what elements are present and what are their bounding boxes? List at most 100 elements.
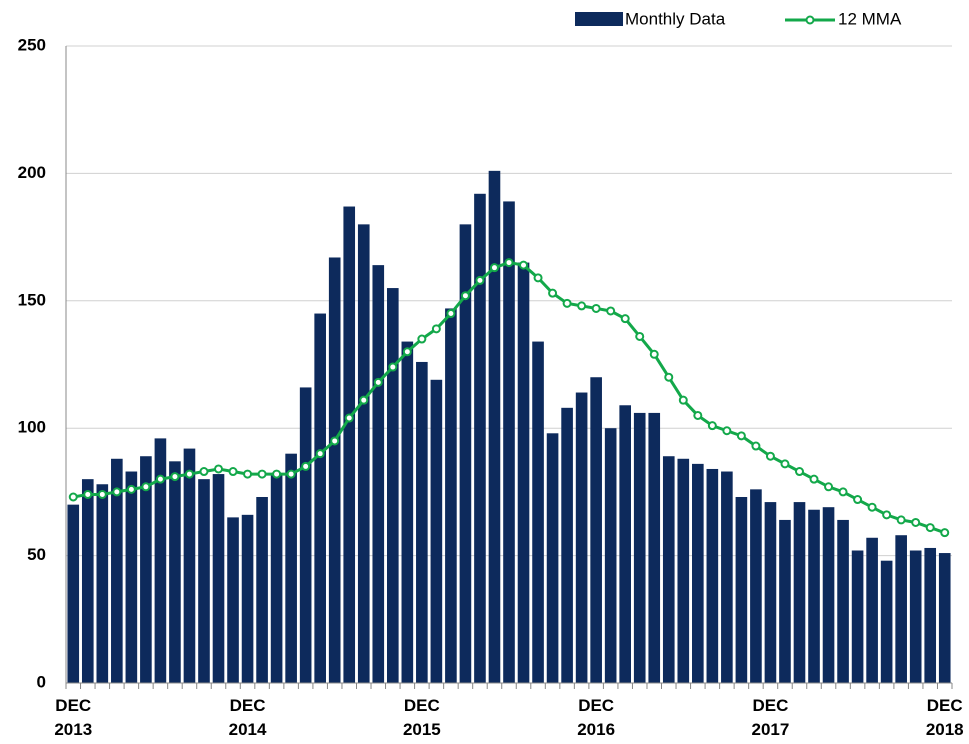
line-marker [315,449,325,459]
line-marker [853,495,863,505]
bar [81,479,94,683]
bar [590,377,602,683]
bar [706,468,719,683]
bar [532,341,544,683]
line-marker [272,469,282,479]
line-marker [330,436,340,446]
line-marker [126,484,136,494]
line-marker [344,413,354,423]
bar [895,535,907,683]
line-marker [591,303,601,313]
y-tick-label: 100 [18,418,46,437]
bar [851,550,864,683]
bar [474,193,486,683]
bar [750,489,762,683]
line-marker [606,306,616,316]
bar [285,453,297,683]
x-tick-label: DEC 2018 [926,696,964,739]
bar [198,479,210,683]
bar [735,496,748,683]
line-marker [780,459,790,469]
line-marker [431,324,441,334]
bar [328,257,341,683]
line-marker [824,482,834,492]
y-tick-label: 250 [18,35,46,54]
x-tick-label: DEC 2013 [54,696,92,739]
bar [416,361,428,683]
bar [256,496,268,683]
line-marker [301,461,311,471]
bar [692,463,704,683]
line-marker [417,334,427,344]
line-marker [678,395,688,405]
bar [241,514,254,683]
line-marker [940,528,950,538]
line-marker [184,469,194,479]
line-marker [751,441,761,451]
line-marker [925,523,935,533]
bar [459,224,472,684]
x-tick-label: DEC 2016 [577,696,615,739]
line-marker [460,291,470,301]
bar [357,224,370,684]
line-marker [867,502,877,512]
line-marker [489,263,499,273]
line-marker [243,469,253,479]
legend-label: 12 MMA [838,9,902,28]
bar [445,308,457,683]
line-marker [286,469,296,479]
y-tick-label: 50 [27,545,46,564]
line-marker [577,301,587,311]
line-marker [722,426,732,436]
line-marker [446,309,456,319]
bar [314,313,326,683]
bar [503,201,515,684]
bar [125,471,138,683]
y-tick-label: 150 [18,290,46,309]
line-marker [911,517,921,527]
bar [546,433,559,683]
line-marker [68,492,78,502]
line-marker [809,474,819,484]
line-marker [141,482,151,492]
bar [808,509,820,683]
line-marker [707,421,717,431]
line-marker [112,487,122,497]
line-marker [214,464,224,474]
line-marker [736,431,746,441]
x-tick-label: DEC 2015 [403,696,441,739]
legend-marker [805,15,815,25]
line-marker [97,489,107,499]
y-tick-label: 0 [37,672,46,691]
bar [575,392,588,683]
bar [430,379,443,683]
bar [154,438,167,683]
line-marker [83,489,93,499]
bar [633,412,646,683]
line-marker [388,362,398,372]
bar [372,265,385,683]
bar [619,405,632,683]
bar [662,456,675,683]
line-marker [475,275,485,285]
line-marker [359,395,369,405]
bar [96,484,109,683]
bar [793,502,806,683]
bar [111,458,123,683]
bar [866,537,878,683]
bar [517,262,530,683]
line-marker [228,467,238,477]
bar [561,407,573,683]
line-marker [562,298,572,308]
line-marker [504,258,514,268]
line-marker [519,260,529,270]
bar [169,461,181,683]
line-marker [693,410,703,420]
line-marker [664,372,674,382]
line-marker [838,487,848,497]
bar [67,504,80,683]
line-marker [199,467,209,477]
bar [837,519,849,683]
bar [401,341,414,683]
